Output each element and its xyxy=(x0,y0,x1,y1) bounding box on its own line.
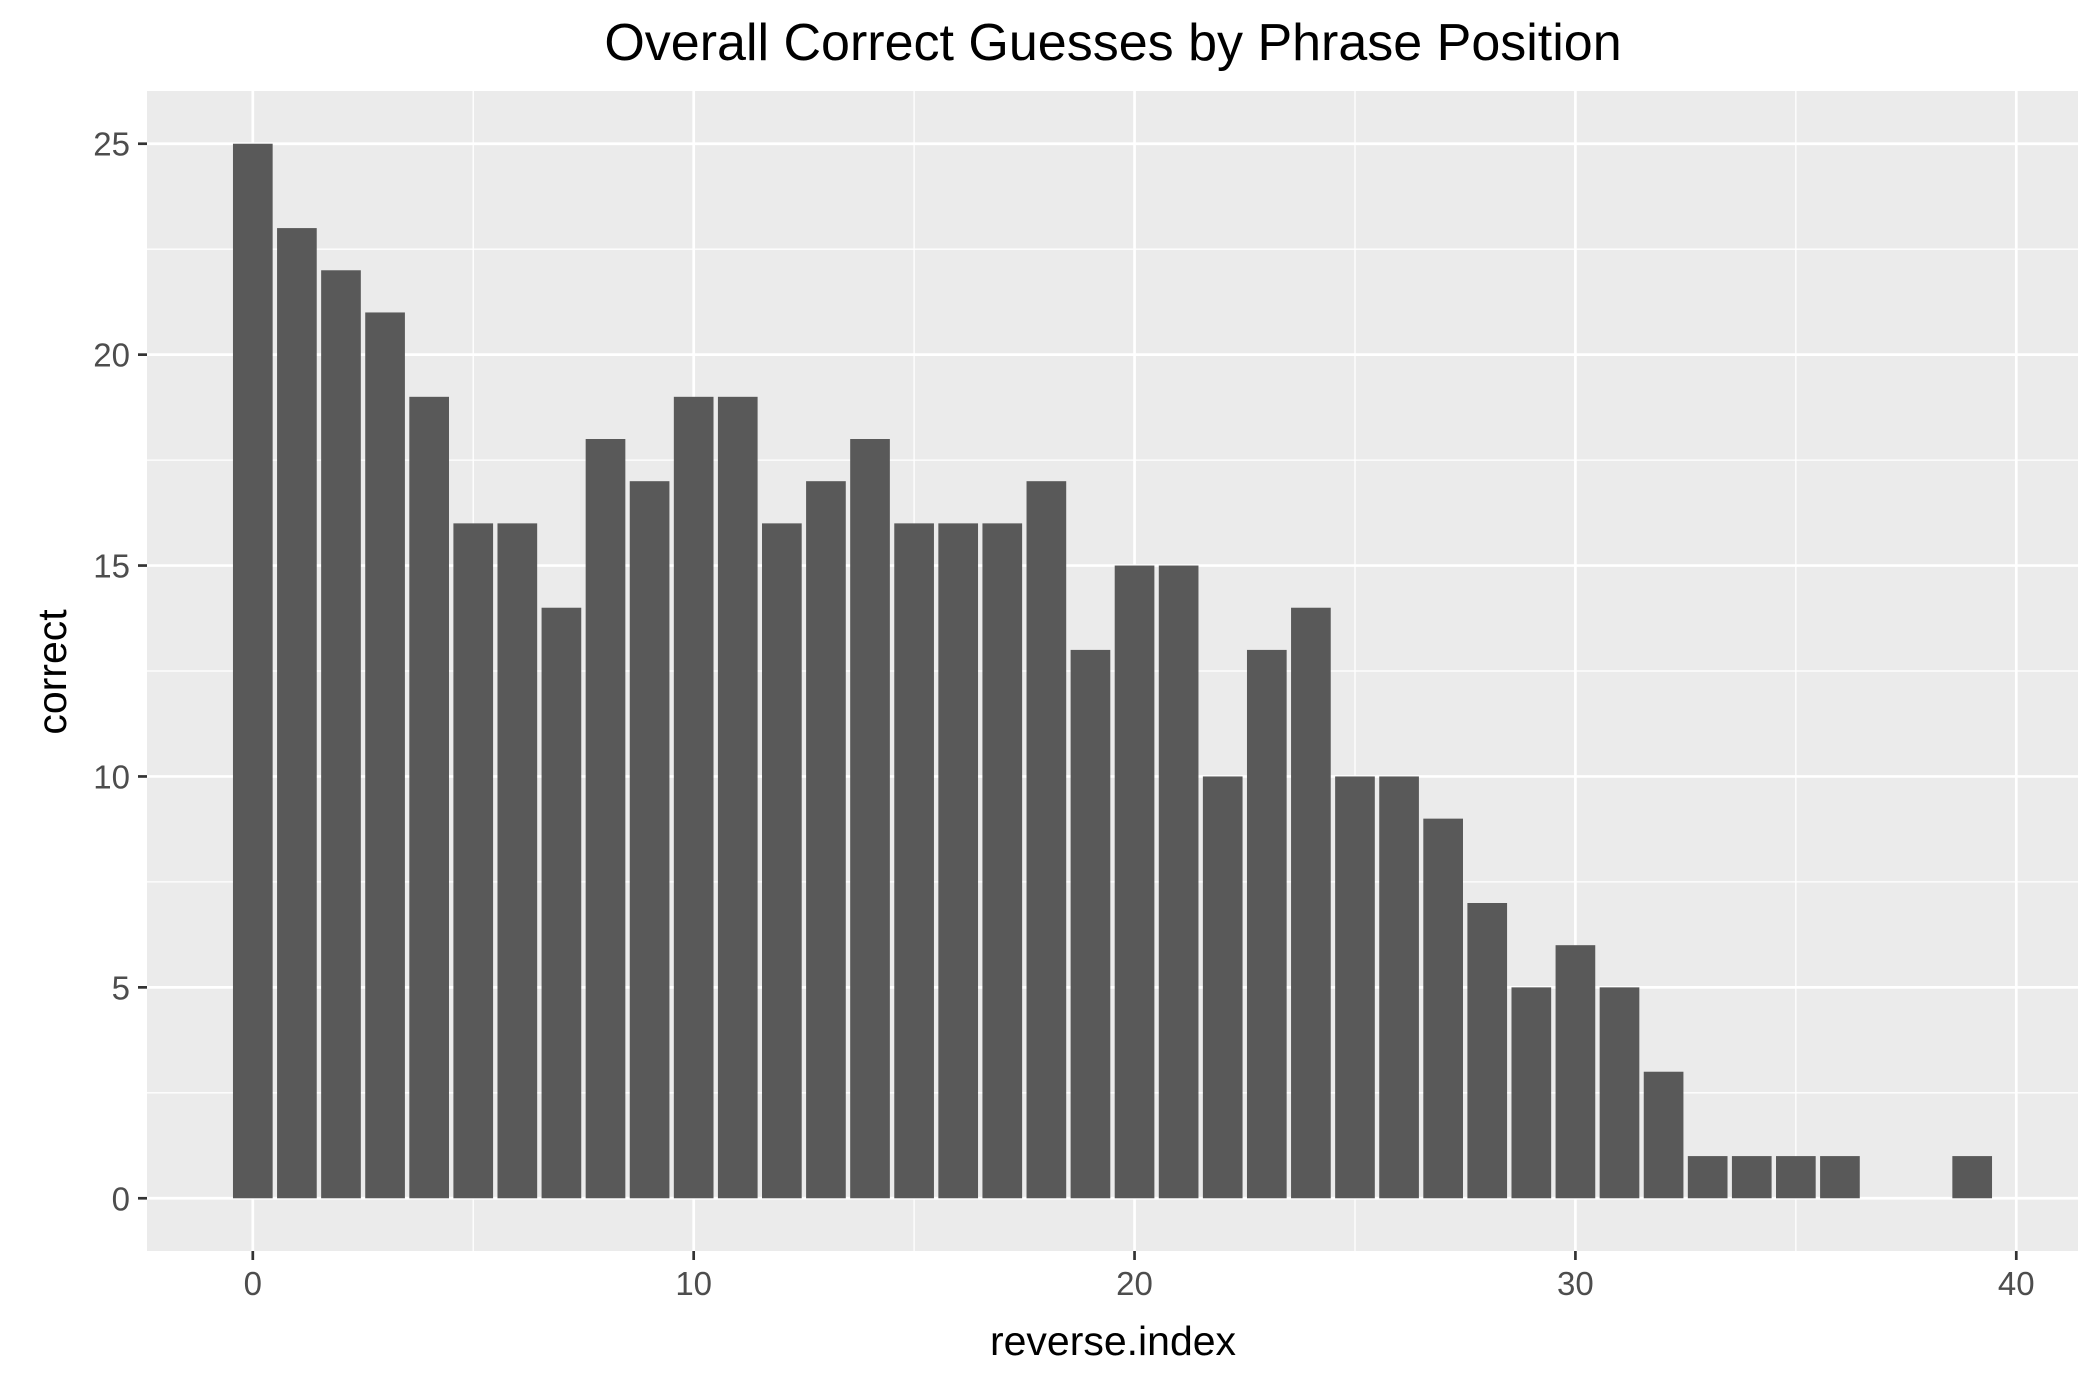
bar-x-39 xyxy=(1952,1156,1993,1199)
bar-x-26 xyxy=(1379,776,1419,1199)
bar-x-28 xyxy=(1467,903,1508,1199)
bar-x-24 xyxy=(1291,607,1331,1199)
bar-x-11 xyxy=(717,396,758,1199)
bar-x-9 xyxy=(629,481,670,1199)
x-axis-title: reverse.index xyxy=(990,1318,1237,1364)
bar-x-8 xyxy=(585,439,626,1199)
bar-x-21 xyxy=(1158,565,1199,1199)
bar-x-7 xyxy=(541,607,582,1199)
bar-x-33 xyxy=(1687,1156,1728,1199)
x-tick-label: 20 xyxy=(1116,1265,1153,1302)
y-tick-label: 0 xyxy=(112,1180,130,1217)
x-tick-label: 10 xyxy=(675,1265,712,1302)
bar-x-19 xyxy=(1070,649,1111,1199)
x-tick-label: 40 xyxy=(1998,1265,2035,1302)
bar-x-25 xyxy=(1335,776,1375,1199)
bar-x-18 xyxy=(1026,481,1067,1199)
bar-x-29 xyxy=(1511,987,1552,1199)
bar-x-15 xyxy=(894,523,934,1199)
y-tick-label: 10 xyxy=(93,758,130,795)
bar-x-31 xyxy=(1599,987,1640,1199)
x-tick-label: 0 xyxy=(244,1265,262,1302)
bar-x-27 xyxy=(1423,818,1463,1199)
bars xyxy=(232,143,1993,1199)
bar-x-32 xyxy=(1643,1071,1684,1199)
bar-x-12 xyxy=(762,523,802,1199)
bar-x-5 xyxy=(453,523,494,1199)
y-tick-label: 15 xyxy=(93,548,130,585)
bar-x-1 xyxy=(277,228,317,1199)
bar-x-34 xyxy=(1731,1156,1772,1199)
bar-x-13 xyxy=(806,481,846,1199)
bar-x-6 xyxy=(497,523,538,1199)
bar-x-0 xyxy=(232,143,273,1199)
bar-x-16 xyxy=(938,523,979,1199)
bar-x-3 xyxy=(365,312,405,1199)
y-axis-title: correct xyxy=(29,609,75,735)
x-axis-ticks: 0 10 20 30 40 xyxy=(244,1251,2035,1302)
chart-title: Overall Correct Guesses by Phrase Positi… xyxy=(604,14,1621,72)
y-axis-ticks: 0 5 10 15 20 25 xyxy=(93,126,147,1217)
bar-x-20 xyxy=(1114,565,1155,1199)
bar-x-4 xyxy=(409,396,449,1199)
y-tick-label: 25 xyxy=(93,126,130,163)
bar-x-22 xyxy=(1202,776,1243,1199)
bar-x-35 xyxy=(1776,1156,1816,1199)
bar-x-36 xyxy=(1820,1156,1860,1199)
y-tick-label: 5 xyxy=(112,969,130,1006)
bar-x-14 xyxy=(850,439,890,1199)
bar-x-10 xyxy=(673,396,714,1199)
bar-x-2 xyxy=(321,270,361,1199)
x-tick-label: 30 xyxy=(1557,1265,1594,1302)
bar-x-30 xyxy=(1555,945,1596,1199)
y-tick-label: 20 xyxy=(93,337,130,374)
bar-x-23 xyxy=(1246,649,1287,1199)
bar-x-17 xyxy=(982,523,1023,1199)
